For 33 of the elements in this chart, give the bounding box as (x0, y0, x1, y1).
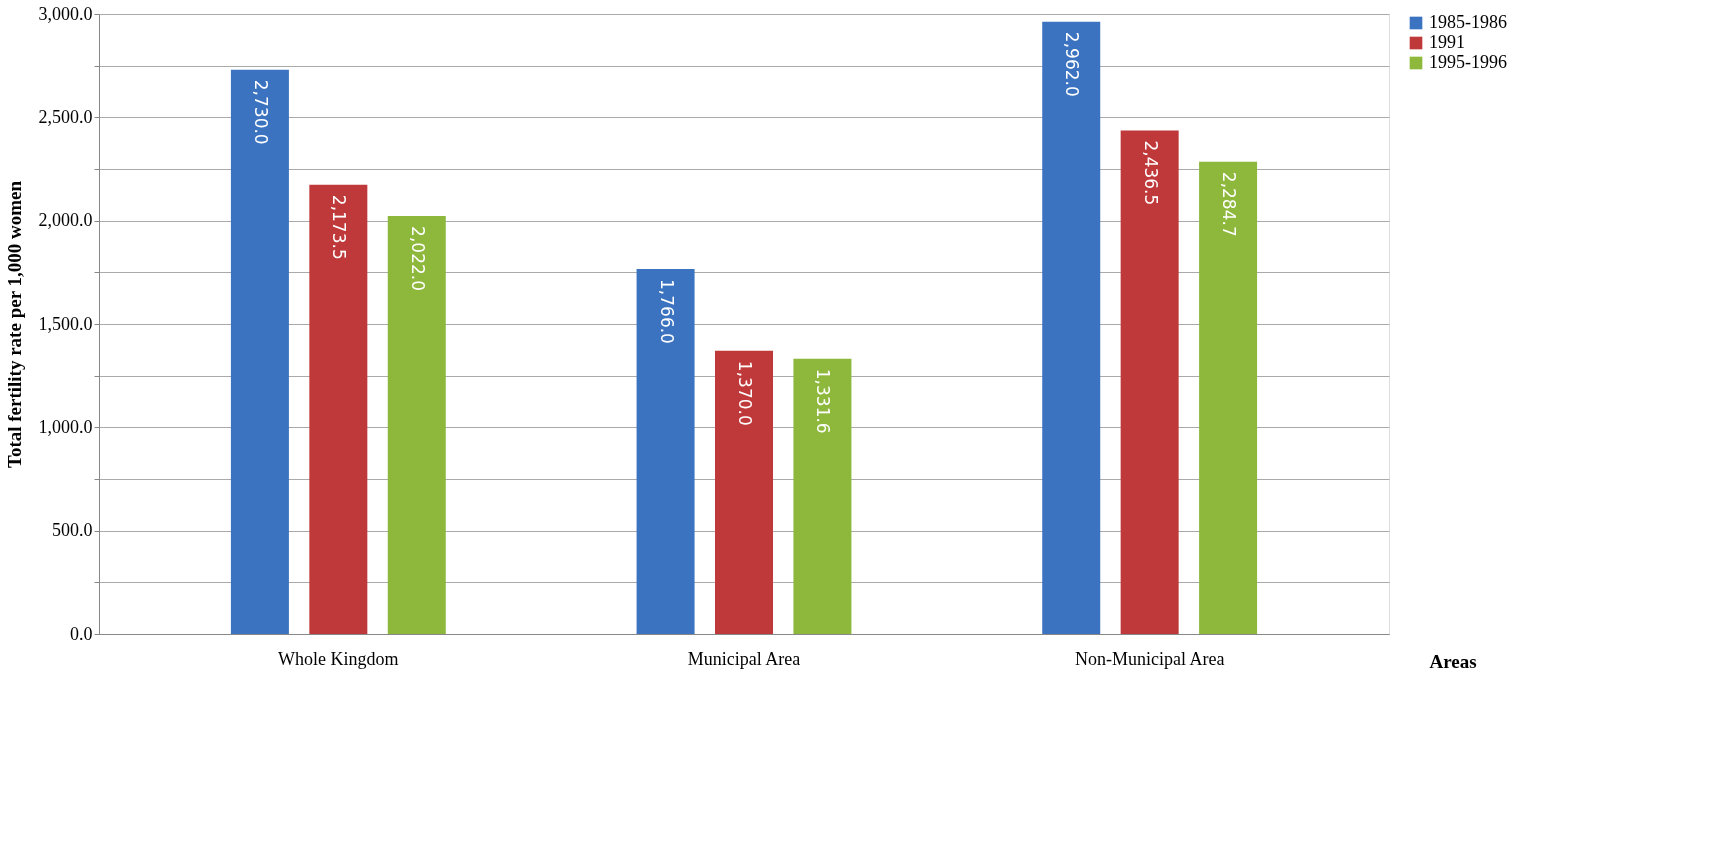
y-tick-label: 1,500.0 (38, 313, 93, 334)
legend-label: 1985-1986 (1429, 12, 1507, 32)
bar (636, 269, 695, 634)
data-label: 2,962.0 (1062, 31, 1083, 97)
data-label: 2,436.5 (1140, 140, 1161, 206)
x-axis-title: Areas (1429, 650, 1477, 672)
bar (387, 216, 446, 634)
x-tick-label: Non-Municipal Area (1074, 648, 1225, 669)
y-axis-title: Total fertility rate per 1,000 women (3, 180, 25, 469)
bar (1042, 21, 1101, 634)
data-label: 2,730.0 (250, 79, 271, 145)
bar (1120, 130, 1179, 634)
data-label: 1,370.0 (735, 360, 755, 426)
y-tick-label: 500.0 (52, 520, 93, 541)
y-tick-label: 0.0 (70, 623, 93, 644)
x-tick-label: Whole Kingdom (278, 648, 399, 669)
y-tick-label: 2,500.0 (38, 106, 93, 127)
x-tick-label: Municipal Area (687, 648, 801, 669)
data-label: 2,173.5 (329, 194, 350, 260)
y-tick-label: 2,000.0 (38, 210, 93, 231)
y-tick-label: 3,000.0 (38, 3, 93, 24)
bar (793, 358, 852, 634)
y-tick-label: 1,000.0 (38, 416, 93, 437)
data-label: 2,022.0 (407, 226, 428, 292)
bar (715, 350, 773, 634)
data-label: 2,284.7 (1219, 171, 1240, 237)
legend-label: 1991 (1429, 32, 1465, 52)
data-label: 1,766.0 (656, 279, 677, 344)
bar (309, 184, 368, 634)
bar (1199, 161, 1258, 634)
legend-label: 1995-1996 (1429, 52, 1507, 72)
data-label: 1,331.6 (813, 368, 834, 434)
bar (230, 69, 289, 634)
